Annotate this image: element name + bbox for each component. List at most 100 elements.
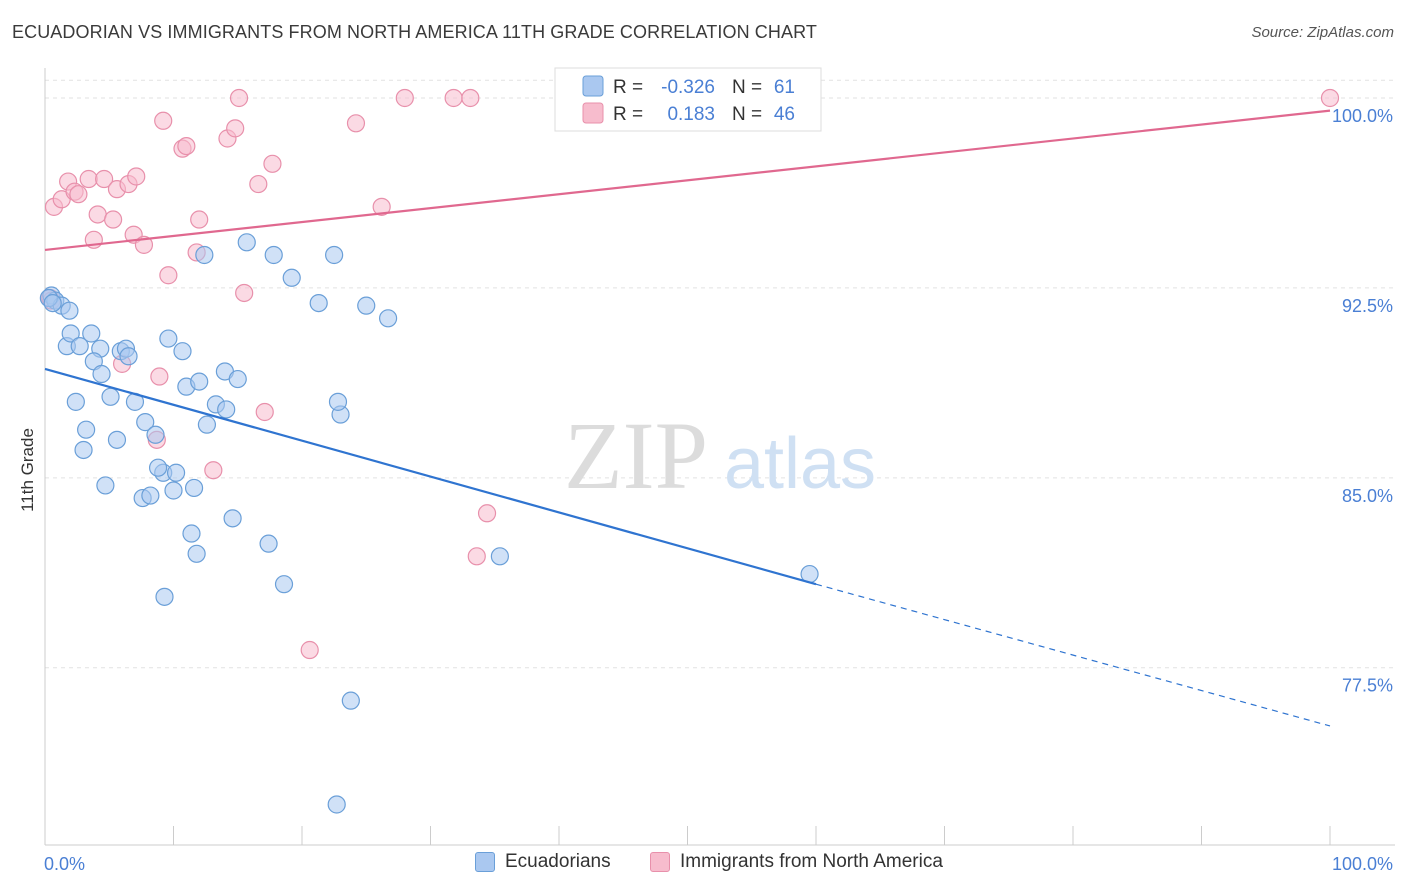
data-point xyxy=(159,329,178,348)
data-point xyxy=(477,504,497,523)
legend-swatch-pink xyxy=(582,102,604,124)
legend-r-value: 0.183 xyxy=(667,104,715,125)
y-tick-label: 77.5% xyxy=(1342,676,1393,696)
data-point xyxy=(235,283,254,303)
data-point xyxy=(92,364,111,384)
data-point xyxy=(461,88,480,108)
data-point xyxy=(146,425,165,444)
watermark: ZIP atlas xyxy=(564,402,876,509)
data-point xyxy=(444,88,463,108)
data-point xyxy=(327,795,346,814)
data-point xyxy=(96,476,115,495)
trend-line-blue xyxy=(44,367,817,586)
data-point xyxy=(119,347,138,366)
data-point xyxy=(184,478,204,498)
data-point xyxy=(69,185,88,204)
data-point xyxy=(197,415,217,434)
data-point xyxy=(182,524,201,543)
data-point xyxy=(490,547,509,566)
data-point xyxy=(79,169,98,189)
data-point xyxy=(190,210,209,229)
data-point xyxy=(43,293,62,313)
data-point xyxy=(66,392,85,411)
trend-line-pink xyxy=(44,109,1331,252)
data-point xyxy=(136,413,155,432)
data-point xyxy=(177,136,196,156)
legend-top: R = -0.326 N = 61 R = 0.183 N = 46 xyxy=(554,67,822,132)
x-tick-label: 0.0% xyxy=(44,854,85,874)
legend-swatch-blue xyxy=(475,852,495,872)
blue-series xyxy=(39,233,819,814)
data-point xyxy=(309,293,328,313)
legend-r-value: -0.326 xyxy=(661,77,715,98)
data-point xyxy=(325,245,344,265)
data-point xyxy=(107,430,127,449)
watermark-atlas: atlas xyxy=(724,424,876,504)
data-point xyxy=(127,167,146,186)
data-point xyxy=(61,324,80,343)
data-point xyxy=(195,245,214,265)
data-point xyxy=(187,544,206,563)
data-point xyxy=(166,463,186,482)
data-point xyxy=(190,372,209,391)
data-point xyxy=(282,268,301,287)
data-point xyxy=(82,324,101,343)
x-tick-label: 100.0% xyxy=(1332,854,1393,874)
legend-label: Immigrants from North America xyxy=(680,851,943,872)
data-point xyxy=(217,400,236,419)
x-tick-labels: 0.0% 100.0% xyxy=(44,854,1393,874)
data-point xyxy=(173,342,192,361)
legend-item-ecuadorians: Ecuadorians xyxy=(475,851,611,873)
axes xyxy=(44,68,1395,846)
legend-n-label: N = xyxy=(732,77,762,98)
data-point xyxy=(204,461,223,480)
y-tick-label: 85.0% xyxy=(1342,486,1393,506)
data-point xyxy=(467,547,486,566)
data-point xyxy=(148,458,168,477)
legend-bottom: Ecuadorians Immigrants from North Americ… xyxy=(0,851,1406,879)
legend-n-value: 46 xyxy=(774,104,795,125)
data-point xyxy=(300,640,319,660)
data-point xyxy=(150,367,169,386)
data-point xyxy=(77,420,96,439)
data-point xyxy=(155,587,174,606)
data-point xyxy=(378,309,398,328)
data-point xyxy=(328,392,348,411)
gridlines xyxy=(45,79,1395,669)
chart-title: ECUADORIAN VS IMMIGRANTS FROM NORTH AMER… xyxy=(12,22,817,42)
data-point xyxy=(70,337,89,356)
data-point xyxy=(226,119,245,138)
data-point xyxy=(259,534,278,553)
trend-line-blue-dashed xyxy=(815,583,1331,727)
legend-label: Ecuadorians xyxy=(505,851,611,872)
data-point xyxy=(60,301,79,320)
source-label: Source: ZipAtlas.com xyxy=(1251,24,1394,41)
data-point xyxy=(228,369,247,389)
data-point xyxy=(255,402,274,422)
data-point xyxy=(223,509,242,528)
data-point xyxy=(341,691,360,710)
data-point xyxy=(164,481,183,500)
data-point xyxy=(346,114,366,133)
y-tick-labels: 77.5% 85.0% 92.5% 100.0% xyxy=(1332,106,1393,696)
data-point xyxy=(249,174,268,194)
data-point xyxy=(263,154,282,173)
y-tick-label: 100.0% xyxy=(1332,106,1393,126)
data-point xyxy=(141,486,160,505)
data-point xyxy=(74,440,93,460)
data-point xyxy=(104,210,123,229)
data-point xyxy=(357,296,376,315)
data-point xyxy=(395,88,414,108)
data-point xyxy=(372,197,391,216)
legend-swatch-pink xyxy=(650,852,670,872)
legend-n-label: N = xyxy=(732,104,762,125)
data-point xyxy=(88,205,107,224)
data-point xyxy=(1320,88,1340,108)
legend-r-label: R = xyxy=(613,104,643,125)
data-point xyxy=(154,111,173,130)
legend-swatch-blue xyxy=(582,75,604,97)
data-point xyxy=(159,266,178,285)
watermark-zip: ZIP xyxy=(564,402,708,509)
data-point xyxy=(229,88,249,108)
